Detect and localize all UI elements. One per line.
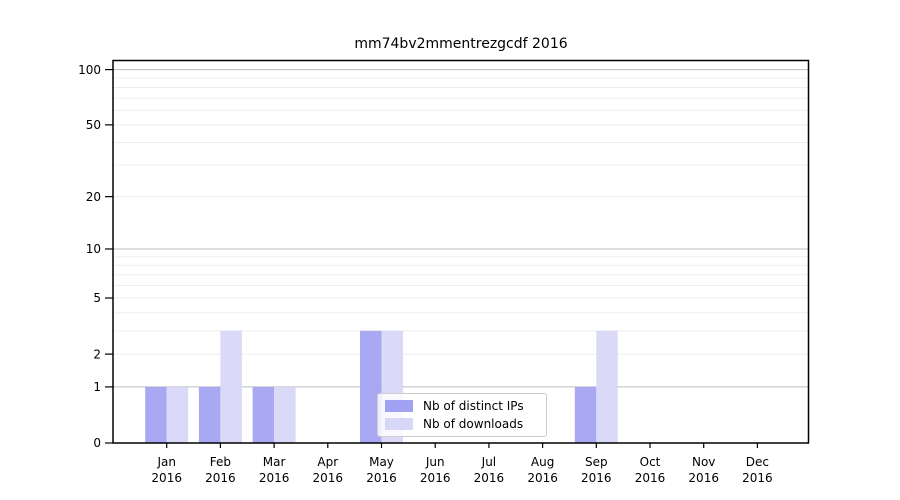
bar-distinct-ips-jan	[145, 386, 167, 443]
bar-downloads-feb	[220, 330, 242, 443]
x-tick-label-apr: Apr 2016	[313, 455, 344, 485]
x-tick-label-mar: Mar 2016	[259, 455, 290, 485]
x-tick-label-dec: Dec 2016	[742, 455, 773, 485]
bar-downloads-sep	[596, 330, 618, 443]
x-tick-label-may: May 2016	[366, 455, 397, 485]
legend-swatch-downloads	[385, 418, 413, 430]
legend: Nb of distinct IPs Nb of downloads	[377, 393, 547, 437]
legend-item-downloads: Nb of downloads	[385, 417, 538, 431]
bar-distinct-ips-sep	[574, 386, 597, 443]
bar-downloads-mar	[274, 386, 296, 443]
x-tick-label-aug: Aug 2016	[527, 455, 558, 485]
y-tick-label: 50	[86, 118, 101, 132]
chart-title: mm74bv2mmentrezgcdf 2016	[354, 36, 568, 52]
y-tick-label: 1	[93, 380, 101, 394]
y-tick-label: 100	[78, 63, 101, 77]
x-tick-label-jul: Jul 2016	[474, 455, 505, 485]
y-tick-label: 5	[93, 291, 101, 305]
x-tick-label-jan: Jan 2016	[151, 455, 182, 485]
y-tick-label: 20	[86, 190, 101, 204]
bar-distinct-ips-mar	[252, 386, 275, 443]
legend-item-distinct-ips: Nb of distinct IPs	[385, 399, 538, 413]
x-tick-label-nov: Nov 2016	[688, 455, 719, 485]
x-tick-label-sep: Sep 2016	[581, 455, 612, 485]
bar-distinct-ips-may	[360, 330, 382, 443]
x-tick-label-oct: Oct 2016	[635, 455, 666, 485]
x-tick-label-feb: Feb 2016	[205, 455, 236, 485]
legend-swatch-distinct-ips	[385, 400, 413, 412]
legend-label-distinct-ips: Nb of distinct IPs	[423, 399, 524, 413]
y-tick-label: 2	[93, 347, 101, 361]
legend-label-downloads: Nb of downloads	[423, 417, 524, 431]
plot-box	[112, 59, 810, 444]
bar-distinct-ips-feb	[198, 386, 221, 443]
x-tick-label-jun: Jun 2016	[420, 455, 451, 485]
y-tick-label: 10	[86, 242, 101, 256]
y-tick-label: 0	[93, 436, 101, 450]
bar-downloads-jan	[166, 386, 189, 443]
